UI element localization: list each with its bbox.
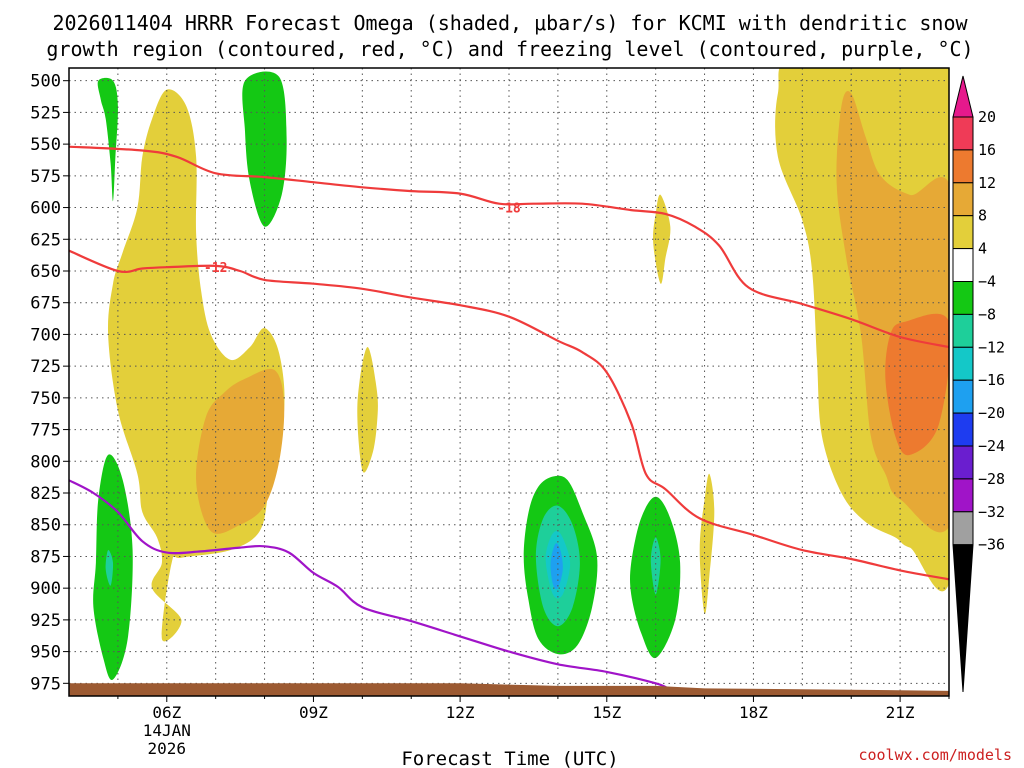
colorbar-label-8: −16	[978, 371, 1005, 389]
omega-region-negative-6	[650, 537, 661, 595]
colorbar-label-0: 20	[978, 108, 996, 126]
x-tick-year: 2026	[148, 739, 187, 758]
omega-region-negative-0	[97, 77, 118, 202]
y-tick-label-825: 825	[30, 484, 61, 504]
y-tick-label-500: 500	[30, 72, 61, 92]
colorbar-bin-7	[952, 346, 974, 381]
colorbar-label-2: 12	[978, 174, 996, 192]
colorbar-label-1: 16	[978, 141, 996, 159]
colorbar-bin-1	[952, 149, 974, 184]
colorbar-bottom-arrow	[952, 544, 974, 693]
x-tick-label-6: 06Z	[152, 703, 181, 722]
omega-shading	[93, 68, 949, 681]
contour-label-1: -12	[204, 261, 227, 276]
y-tick-label-850: 850	[30, 516, 61, 536]
y-tick-label-750: 750	[30, 389, 61, 409]
terrain	[69, 683, 949, 696]
colorbar-label-11: −28	[978, 470, 1005, 488]
credit-link[interactable]: coolwx.com/models	[858, 746, 1012, 764]
omega-region-positive-7	[885, 313, 949, 456]
contour-line-0	[69, 145, 949, 349]
omega-region-positive-2	[357, 347, 378, 473]
colorbar-bin-5	[952, 281, 974, 315]
colorbar-bin-2	[952, 182, 974, 217]
colorbar: 20 16 12 8 4 −4 −8 −12 −16 −20 −24 −28 −32 −36	[952, 75, 1005, 693]
colorbar-bin-8	[952, 379, 974, 414]
y-tick-label-625: 625	[30, 230, 61, 250]
y-axis: 500 525 550 575 600 625 650 675 700 725 750 775 800 8…	[30, 72, 69, 694]
contour-label-0: -18	[497, 202, 521, 217]
terrain-fill	[69, 683, 949, 696]
colorbar-top-arrow	[952, 75, 974, 118]
y-tick-label-525: 525	[30, 103, 61, 123]
x-tick-label-12: 12Z	[446, 703, 475, 722]
plot-area: -18 -12	[69, 68, 949, 696]
contour-line-2	[69, 479, 671, 691]
x-tick-label-21: 21Z	[886, 703, 915, 722]
x-tick-date: 14JAN	[143, 721, 191, 740]
contour-line-1	[69, 249, 949, 581]
y-tick-label-575: 575	[30, 167, 61, 187]
y-tick-label-725: 725	[30, 357, 61, 377]
omega-region-negative-9	[550, 543, 563, 590]
colorbar-bin-3	[952, 215, 974, 250]
y-tick-label-675: 675	[30, 294, 61, 314]
colorbar-bin-9	[952, 412, 974, 447]
x-tick-label-15: 15Z	[592, 703, 621, 722]
y-tick-label-650: 650	[30, 262, 61, 282]
y-tick-label-800: 800	[30, 452, 61, 472]
y-tick-label-900: 900	[30, 579, 61, 599]
colorbar-label-12: −32	[978, 503, 1005, 521]
chart-title-line1: 2026011404 HRRR Forecast Omega (shaded, …	[52, 11, 968, 35]
colorbar-label-5: −4	[978, 273, 996, 291]
y-tick-label-950: 950	[30, 643, 61, 663]
colorbar-bin-4	[952, 248, 974, 283]
y-tick-label-775: 775	[30, 421, 61, 441]
colorbar-label-3: 8	[978, 207, 987, 225]
chart-title-line2: growth region (contoured, red, °C) and f…	[46, 37, 973, 61]
omega-region-negative-7	[105, 549, 114, 586]
colorbar-bin-6	[952, 313, 974, 348]
colorbar-label-6: −8	[978, 305, 996, 323]
x-tick-label-9: 09Z	[299, 703, 328, 722]
x-axis-label: Forecast Time (UTC)	[401, 748, 618, 768]
colorbar-label-10: −24	[978, 437, 1005, 455]
omega-region-positive-3	[653, 194, 671, 284]
colorbar-label-13: −36	[978, 536, 1005, 554]
y-tick-label-975: 975	[30, 674, 61, 694]
colorbar-bin-10	[952, 445, 974, 480]
colorbar-label-9: −20	[978, 404, 1005, 422]
colorbar-bin-0	[952, 116, 974, 151]
colorbar-label-4: 4	[978, 240, 987, 258]
y-tick-label-925: 925	[30, 611, 61, 631]
y-tick-label-550: 550	[30, 135, 61, 155]
omega-region-negative-1	[242, 71, 287, 227]
colorbar-label-7: −12	[978, 338, 1005, 356]
y-tick-label-600: 600	[30, 199, 61, 219]
y-tick-label-875: 875	[30, 547, 61, 567]
y-tick-label-700: 700	[30, 325, 61, 345]
colorbar-bin-12	[952, 511, 974, 546]
omega-region-positive-4	[699, 473, 715, 614]
contours: -18 -12	[69, 145, 949, 691]
colorbar-bin-11	[952, 478, 974, 513]
x-tick-label-18: 18Z	[739, 703, 768, 722]
